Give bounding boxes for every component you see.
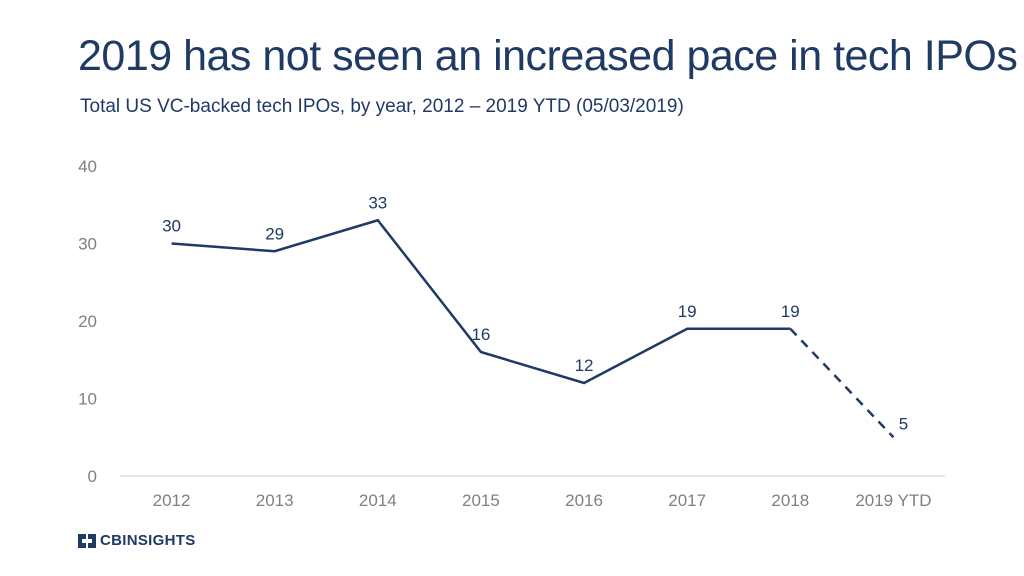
x-tick-label: 2013 [256,491,294,510]
data-label: 19 [678,302,697,321]
data-label: 33 [368,193,387,212]
data-label: 16 [471,325,490,344]
y-tick-label: 40 [78,157,97,176]
x-tick-label: 2014 [359,491,397,510]
y-tick-label: 20 [78,312,97,331]
data-label: 5 [899,414,908,433]
y-tick-label: 30 [78,235,97,254]
cb-logo-icon [78,533,96,548]
brand-label: CBINSIGHTS [100,532,196,549]
y-axis-ticks: 0 10 20 30 40 [78,157,97,486]
y-tick-label: 0 [88,467,97,486]
y-tick-label: 10 [78,390,97,409]
data-label: 29 [265,224,284,243]
x-tick-label: 2012 [153,491,191,510]
x-tick-label: 2019 YTD [855,491,931,510]
series-line-solid [171,218,791,385]
series-line-dashed [789,327,895,439]
x-tick-label: 2015 [462,491,500,510]
x-axis-ticks: 2012 2013 2014 2015 2016 2017 2018 2019 YTD [153,491,932,510]
data-labels: 30 29 33 16 12 19 19 5 [162,193,908,433]
chart-title: 2019 has not seen an increased pace in t… [78,32,1018,80]
data-label: 12 [575,356,594,375]
x-tick-label: 2016 [565,491,603,510]
chart-subtitle: Total US VC-backed tech IPOs, by year, 2… [80,96,684,117]
series-line [171,218,895,439]
brand-logo: CBINSIGHTS [78,532,196,549]
data-label: 19 [781,302,800,321]
x-tick-label: 2017 [668,491,706,510]
x-tick-label: 2018 [771,491,809,510]
data-label: 30 [162,217,181,236]
